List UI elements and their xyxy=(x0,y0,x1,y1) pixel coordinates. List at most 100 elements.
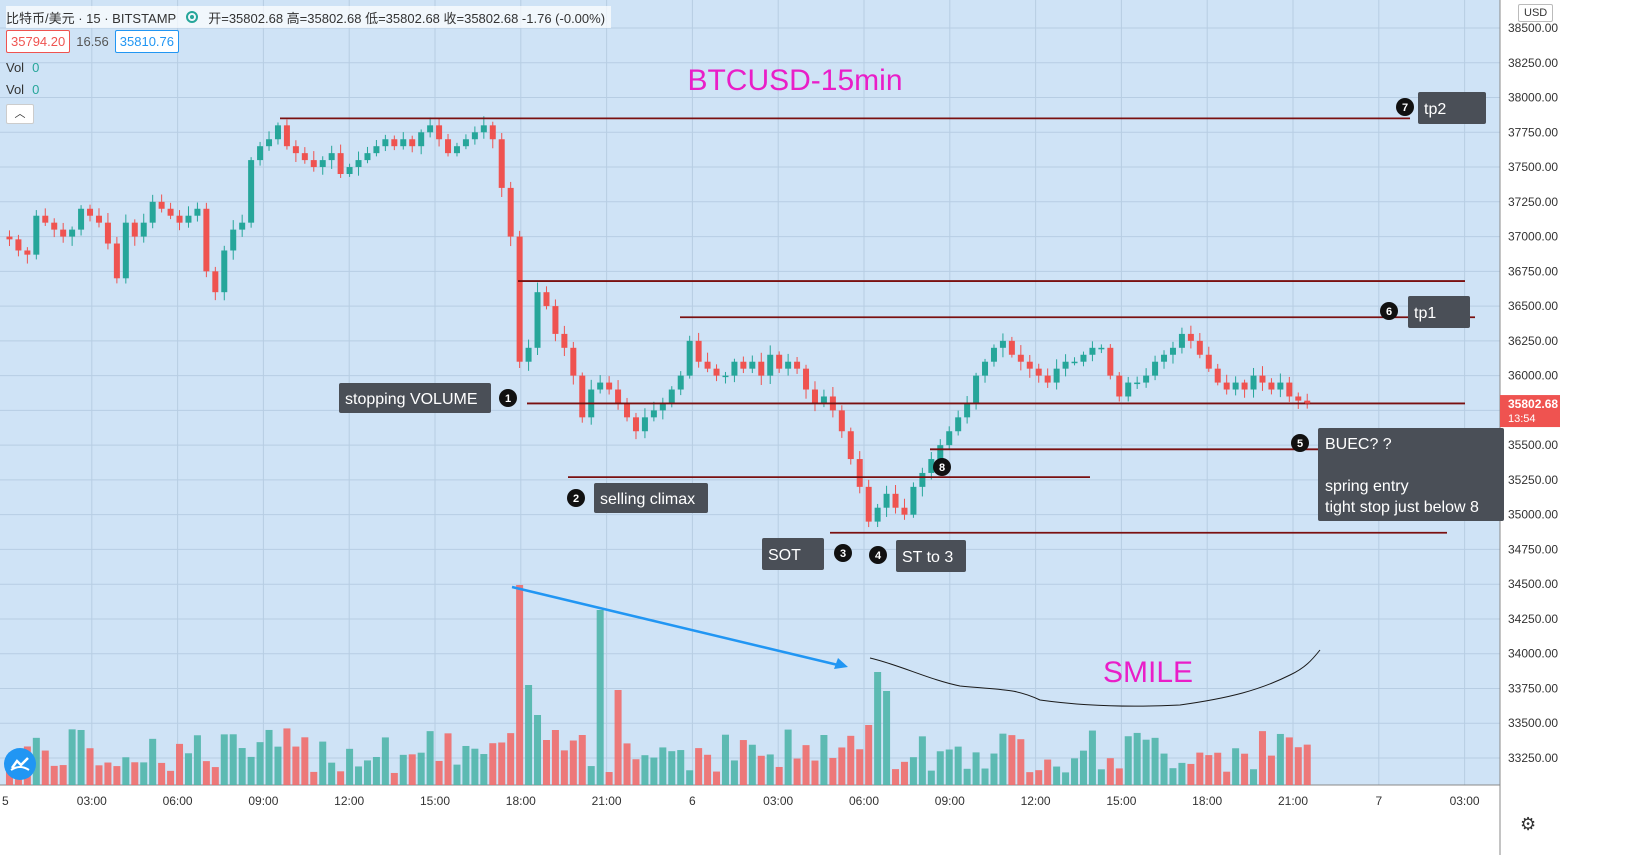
ohlc-values: 开=35802.68 高=35802.68 低=35802.68 收=35802… xyxy=(208,10,606,26)
volume-bar xyxy=(605,772,613,785)
tradingview-logo-icon[interactable] xyxy=(4,748,36,780)
volume-bar xyxy=(650,757,658,785)
candle-body xyxy=(901,507,908,515)
candle-body xyxy=(811,389,818,404)
candle-body xyxy=(1232,382,1239,390)
volume-bar xyxy=(686,770,694,785)
callout-selling-climax-text: selling climax xyxy=(600,491,695,508)
candle-body xyxy=(337,153,344,174)
candle-body xyxy=(292,146,299,154)
time-tick-label: 15:00 xyxy=(1106,794,1136,808)
candle-body xyxy=(919,472,926,487)
bid-ask-row[interactable]: 35794.20 16.56 35810.76 xyxy=(6,30,180,53)
candle-body xyxy=(194,208,201,216)
candle-body xyxy=(883,493,890,508)
gear-icon[interactable]: ⚙ xyxy=(1520,814,1537,834)
price-tick-label: 38000.00 xyxy=(1508,91,1558,105)
volume-bar xyxy=(435,760,443,785)
candle-body xyxy=(42,215,49,223)
candle-body xyxy=(1035,368,1042,376)
volume-bar xyxy=(1214,752,1222,785)
volume-bar xyxy=(1223,771,1231,785)
candle-body xyxy=(1080,354,1087,362)
volume-bar xyxy=(113,766,121,785)
time-tick-label: 21:00 xyxy=(592,794,622,808)
volume-bar xyxy=(542,740,550,785)
volume-bar xyxy=(909,757,917,785)
volume-bar xyxy=(1106,758,1114,785)
volume-bar xyxy=(274,746,282,785)
candle-body xyxy=(1268,382,1275,390)
candle-body xyxy=(820,396,827,404)
time-tick-label: 03:00 xyxy=(1450,794,1480,808)
candle-body xyxy=(78,208,85,230)
callout-selling-climax xyxy=(594,483,708,513)
volume-bar xyxy=(122,757,130,785)
volume-legend-2[interactable]: Vol 0 xyxy=(6,82,39,97)
volume-bar xyxy=(202,761,210,785)
volume-bar xyxy=(372,756,380,785)
price-tick-label: 35500.00 xyxy=(1508,438,1558,452)
candle-body xyxy=(122,222,129,279)
volume-bar xyxy=(1160,753,1168,785)
candle-body xyxy=(6,236,13,240)
symbol-title[interactable]: 比特币/美元 · 15 · BITSTAMP xyxy=(6,10,177,26)
candle-body xyxy=(955,417,962,432)
time-tick-label: 09:00 xyxy=(935,794,965,808)
volume-bar xyxy=(346,748,354,785)
candle-body xyxy=(982,361,989,376)
volume-bar xyxy=(1079,750,1087,785)
price-tick-label: 33250.00 xyxy=(1508,751,1558,765)
callout-stopping-volume xyxy=(339,383,491,413)
note-line-2: tight stop just below 8 xyxy=(1325,499,1479,516)
volume-value: 0 xyxy=(32,60,40,75)
candle-body xyxy=(453,146,460,154)
volume-bar xyxy=(516,585,524,785)
volume-value: 0 xyxy=(32,82,40,97)
time-tick-label: 21:00 xyxy=(1278,794,1308,808)
price-tick-label: 37500.00 xyxy=(1508,160,1558,174)
volume-bar xyxy=(1115,768,1123,785)
volume-bar xyxy=(569,740,577,785)
marker-4 xyxy=(869,546,887,564)
volume-bar xyxy=(945,749,953,785)
symbol-legend[interactable]: 比特币/美元 · 15 · BITSTAMP 开=35802.68 高=3580… xyxy=(6,6,612,28)
candle-body xyxy=(248,160,255,223)
time-tick-label: 06:00 xyxy=(849,794,879,808)
chevron-up-icon[interactable]: ︿ xyxy=(6,104,34,124)
candle-body xyxy=(964,403,971,418)
volume-bar xyxy=(211,767,219,785)
volume-bar xyxy=(820,735,828,785)
volume-legend-1[interactable]: Vol 0 xyxy=(6,60,39,75)
marker-7-number: 7 xyxy=(1402,102,1408,114)
volume-bar xyxy=(498,742,506,785)
volume-bar xyxy=(1196,752,1204,785)
volume-bar xyxy=(1044,759,1052,785)
candle-body xyxy=(767,354,774,376)
candle-body xyxy=(274,125,281,140)
spread-value: 16.56 xyxy=(76,34,109,49)
candle-body xyxy=(874,507,881,522)
marker-1 xyxy=(499,389,517,407)
time-tick-label: 18:00 xyxy=(506,794,536,808)
candle-body xyxy=(1187,333,1194,341)
callout-st-to-3 xyxy=(896,540,966,572)
sell-price-button[interactable]: 35794.20 xyxy=(6,30,71,53)
volume-bar xyxy=(525,685,533,785)
price-axis-background xyxy=(1500,0,1650,855)
callout-tp1-text: tp1 xyxy=(1414,305,1436,322)
buy-price-button[interactable]: 35810.76 xyxy=(114,30,180,53)
candle-body xyxy=(543,292,550,307)
volume-bar xyxy=(77,729,85,785)
candle-body xyxy=(785,361,792,369)
candle-body xyxy=(1241,382,1248,390)
candle-body xyxy=(1143,375,1150,383)
candle-body xyxy=(319,160,326,168)
candle-body xyxy=(212,271,219,293)
candle-body xyxy=(87,208,94,216)
currency-badge[interactable]: USD xyxy=(1518,4,1554,22)
volume-bar xyxy=(623,743,631,785)
volume-bar xyxy=(560,750,568,785)
